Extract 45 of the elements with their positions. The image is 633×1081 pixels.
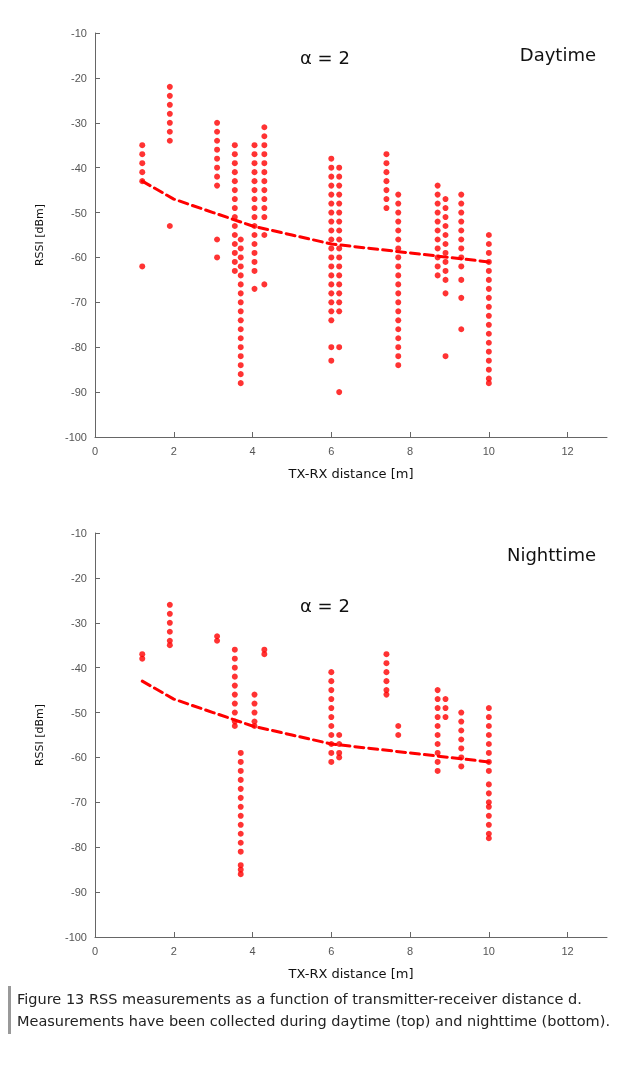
- annotation: α = 2: [300, 595, 350, 616]
- x-tick-label: 0: [91, 944, 99, 957]
- x-tick-label: 12: [561, 944, 574, 957]
- x-tick-label: 0: [91, 444, 99, 457]
- y-axis-title: RSSI [dBm]: [33, 703, 46, 767]
- x-tick-label: 4: [249, 444, 256, 457]
- y-tick-label: -30: [71, 616, 87, 629]
- y-tick-label: -20: [71, 571, 87, 584]
- x-tick-label: 10: [482, 444, 495, 457]
- y-tick-label: -40: [71, 161, 87, 174]
- y-tick-label: -70: [71, 796, 87, 809]
- y-tick-label: -100: [64, 931, 87, 943]
- x-tick-label: 6: [328, 444, 335, 457]
- x-axis-title: TX-RX distance [m]: [287, 966, 414, 981]
- y-tick-label: -50: [71, 706, 87, 719]
- y-tick-label: -10: [71, 27, 87, 39]
- y-tick-label: -90: [71, 386, 87, 399]
- y-tick-label: -40: [71, 661, 87, 674]
- x-tick-label: 4: [249, 944, 256, 957]
- y-tick-label: -80: [71, 341, 87, 354]
- y-tick-label: -60: [71, 251, 87, 264]
- line-series: [140, 179, 491, 264]
- x-tick-label: 8: [407, 944, 414, 957]
- y-tick-label: -90: [71, 886, 87, 899]
- y-tick-label: -80: [71, 841, 87, 854]
- annotation: α = 2: [300, 47, 350, 68]
- x-tick-label: 12: [561, 444, 574, 457]
- x-tick-label: 10: [482, 944, 495, 957]
- x-tick-label: 8: [407, 444, 414, 457]
- y-axis-title: RSSI [dBm]: [33, 203, 46, 267]
- y-tick-label: -20: [71, 71, 87, 84]
- text: Nighttime: [506, 543, 597, 565]
- y-tick-label: -30: [71, 116, 87, 129]
- y-tick-label: -100: [64, 431, 87, 443]
- y-tick-label: -50: [71, 206, 87, 219]
- x-tick-label: 6: [328, 944, 335, 957]
- x-axis-title: TX-RX distance [m]: [287, 466, 414, 481]
- y-tick-label: -10: [71, 527, 87, 539]
- y-tick-label: -60: [71, 751, 87, 764]
- text: Daytime: [519, 43, 597, 65]
- x-tick-label: 2: [170, 444, 177, 457]
- caption: Figure 13 RSS measurements as a function of transmitter-receiver distance d. Measurements have been collected during daytime (top) and nighttime (bottom).: [17, 990, 611, 1031]
- line-series: [140, 679, 491, 764]
- y-tick-label: -70: [71, 296, 87, 309]
- x-tick-label: 2: [170, 944, 177, 957]
